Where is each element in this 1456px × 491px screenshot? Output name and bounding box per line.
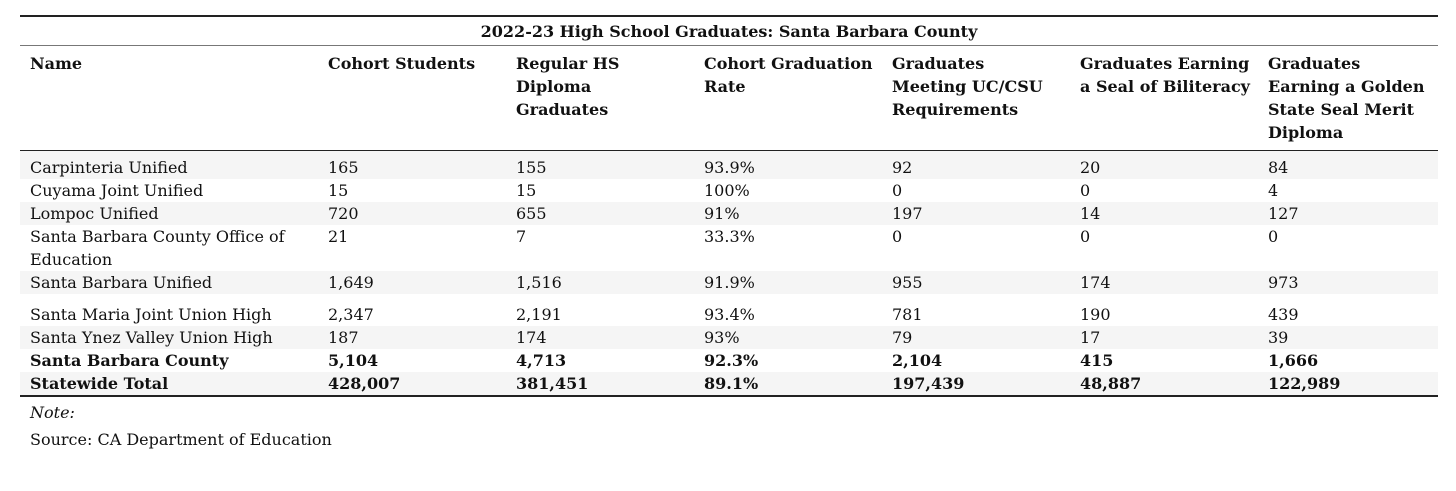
table-row: Cuyama Joint Unified 15 15 100% 0 0 4 <box>20 179 1438 202</box>
table-row-statewide-total: Statewide Total 428,007 381,451 89.1% 19… <box>20 372 1439 397</box>
cell-graduation-rate: 93% <box>694 326 882 349</box>
cell-biliteracy: 190 <box>1080 305 1111 324</box>
table-row: Santa Barbara County Office of Education… <box>20 225 1438 271</box>
cell-biliteracy: 20 <box>1070 150 1258 179</box>
cell-name: Santa Barbara County <box>30 351 229 370</box>
cell-uc-csu: 955 <box>882 271 1070 294</box>
column-header-graduation-rate: Cohort Graduation Rate <box>694 45 882 151</box>
cell-cohort-students: 15 <box>328 181 349 200</box>
cell-biliteracy: 17 <box>1070 326 1258 349</box>
table-row: Santa Barbara Unified 1,649 1,516 91.9% … <box>20 271 1439 294</box>
cell-biliteracy: 0 <box>1080 181 1091 200</box>
cell-graduation-rate: 91.9% <box>694 271 882 294</box>
cell-cohort-students: 2,347 <box>328 305 374 324</box>
cell-uc-csu: 0 <box>892 227 903 246</box>
cell-cohort-students: 187 <box>318 326 506 349</box>
cell-uc-csu: 0 <box>892 181 903 200</box>
cell-uc-csu: 92 <box>882 150 1070 179</box>
cell-regular-diploma: 155 <box>506 150 694 179</box>
table-row: Santa Ynez Valley Union High 187 174 93%… <box>20 326 1439 349</box>
cell-biliteracy: 48,887 <box>1070 372 1258 397</box>
cell-graduation-rate: 33.3% <box>704 227 755 246</box>
column-header-name: Name <box>20 45 318 151</box>
cell-cohort-students: 428,007 <box>318 372 506 397</box>
cell-golden-state: 122,989 <box>1258 372 1439 397</box>
cell-golden-state: 127 <box>1258 202 1439 225</box>
cell-uc-csu: 79 <box>882 326 1070 349</box>
cell-biliteracy: 0 <box>1080 227 1091 246</box>
cell-golden-state: 973 <box>1258 271 1439 294</box>
table-source: Source: CA Department of Education <box>30 430 332 449</box>
cell-uc-csu: 781 <box>892 305 923 324</box>
cell-name: Carpinteria Unified <box>20 150 318 179</box>
cell-regular-diploma: 1,516 <box>506 271 694 294</box>
table-row: Santa Maria Joint Union High 2,347 2,191… <box>20 294 1438 326</box>
cell-biliteracy: 14 <box>1070 202 1258 225</box>
cell-golden-state: 39 <box>1258 326 1439 349</box>
cell-name: Santa Barbara Unified <box>20 271 318 294</box>
cell-regular-diploma: 4,713 <box>516 351 567 370</box>
cell-uc-csu: 2,104 <box>892 351 943 370</box>
cell-graduation-rate: 100% <box>704 181 750 200</box>
cell-graduation-rate: 89.1% <box>694 372 882 397</box>
column-header-biliteracy: Graduates Earning a Seal of Biliteracy <box>1070 45 1258 151</box>
cell-regular-diploma: 381,451 <box>506 372 694 397</box>
cell-regular-diploma: 15 <box>516 181 537 200</box>
cell-golden-state: 0 <box>1268 227 1279 246</box>
cell-regular-diploma: 174 <box>506 326 694 349</box>
column-header-uc-csu: Graduates Meeting UC/CSU Requirements <box>882 45 1070 151</box>
cell-name: Santa Ynez Valley Union High <box>20 326 318 349</box>
graduates-table: 2022-23 High School Graduates: Santa Bar… <box>20 15 1439 397</box>
cell-golden-state: 439 <box>1268 305 1299 324</box>
graduates-table-container: 2022-23 High School Graduates: Santa Bar… <box>20 15 1439 451</box>
cell-regular-diploma: 655 <box>506 202 694 225</box>
cell-name: Statewide Total <box>20 372 318 397</box>
cell-cohort-students: 5,104 <box>328 351 379 370</box>
cell-cohort-students: 21 <box>328 227 349 246</box>
cell-golden-state: 84 <box>1258 150 1439 179</box>
column-header-cohort-students: Cohort Students <box>318 45 506 151</box>
cell-regular-diploma: 7 <box>516 227 527 246</box>
cell-cohort-students: 720 <box>318 202 506 225</box>
column-header-regular-diploma: Regular HS Diploma Graduates <box>506 45 694 151</box>
cell-name: Santa Barbara County Office of Education <box>30 227 285 269</box>
column-header-golden-state: Graduates Earning a Golden State Seal Me… <box>1258 45 1439 151</box>
table-row: Carpinteria Unified 165 155 93.9% 92 20 … <box>20 150 1439 179</box>
table-title: 2022-23 High School Graduates: Santa Bar… <box>20 15 1439 46</box>
cell-golden-state: 1,666 <box>1268 351 1319 370</box>
cell-graduation-rate: 93.4% <box>704 305 755 324</box>
cell-biliteracy: 174 <box>1070 271 1258 294</box>
cell-graduation-rate: 93.9% <box>694 150 882 179</box>
cell-cohort-students: 165 <box>318 150 506 179</box>
cell-biliteracy: 415 <box>1080 351 1114 370</box>
cell-regular-diploma: 2,191 <box>516 305 562 324</box>
cell-graduation-rate: 91% <box>694 202 882 225</box>
cell-uc-csu: 197,439 <box>882 372 1070 397</box>
table-row: Lompoc Unified 720 655 91% 197 14 127 <box>20 202 1439 225</box>
cell-name: Santa Maria Joint Union High <box>30 305 272 324</box>
header-row: Name Cohort Students Regular HS Diploma … <box>20 45 1439 151</box>
cell-uc-csu: 197 <box>882 202 1070 225</box>
cell-name: Lompoc Unified <box>20 202 318 225</box>
table-note-label: Note: <box>30 403 75 422</box>
cell-graduation-rate: 92.3% <box>704 351 759 370</box>
cell-golden-state: 4 <box>1268 181 1279 200</box>
cell-name: Cuyama Joint Unified <box>30 181 204 200</box>
cell-cohort-students: 1,649 <box>318 271 506 294</box>
table-row-county-total: Santa Barbara County 5,104 4,713 92.3% 2… <box>20 349 1438 372</box>
